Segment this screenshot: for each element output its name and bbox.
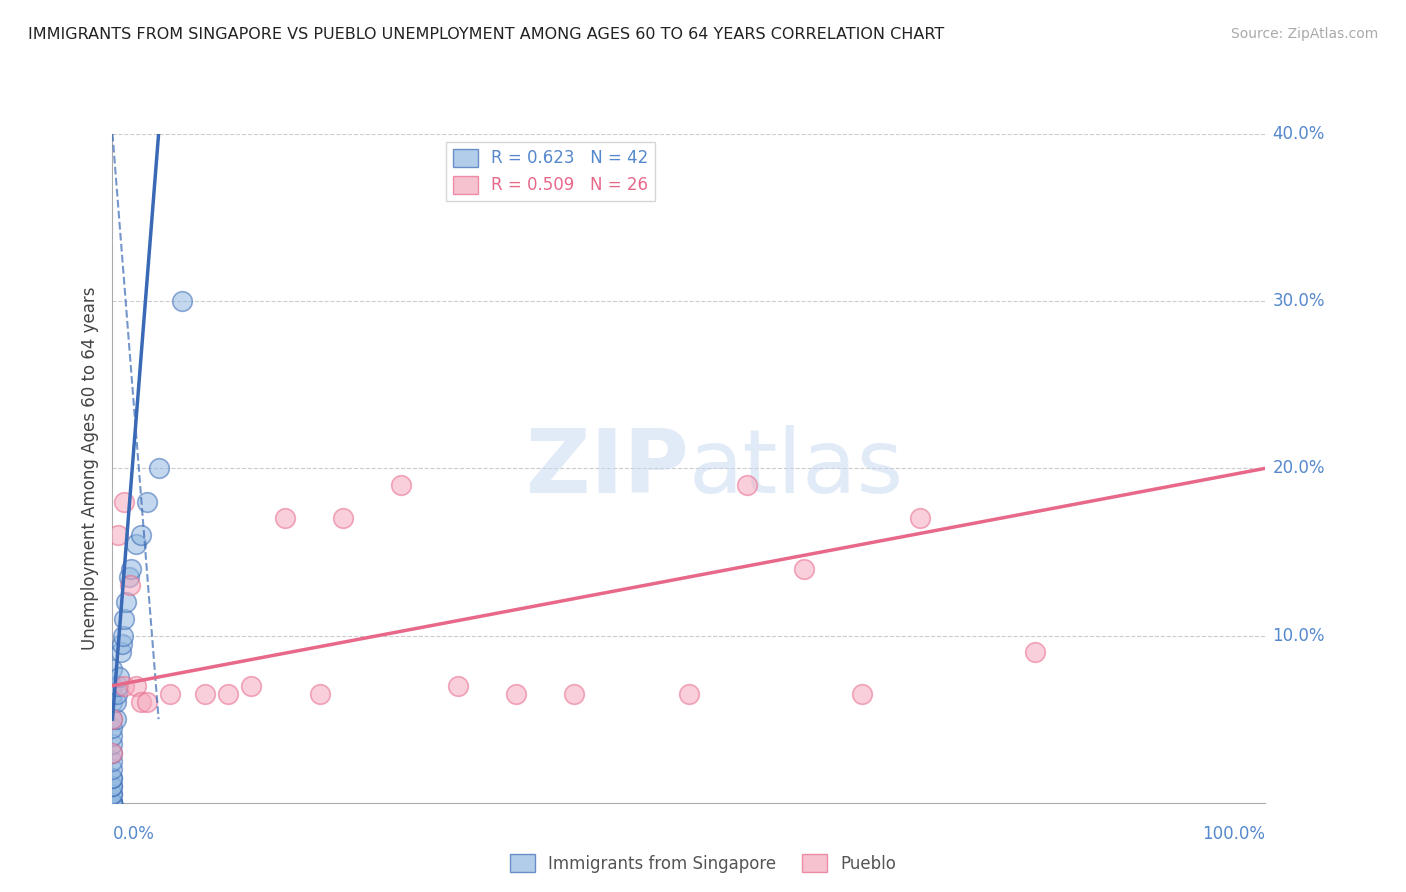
- Point: [112, 494, 135, 508]
- Point: [101, 796, 124, 810]
- Point: [505, 687, 527, 701]
- Text: 10.0%: 10.0%: [1272, 626, 1324, 645]
- Point: [108, 670, 131, 684]
- Point: [101, 746, 124, 760]
- Point: [101, 721, 124, 735]
- Point: [735, 478, 758, 492]
- Point: [148, 461, 170, 475]
- Point: [309, 687, 332, 701]
- Point: [101, 779, 124, 793]
- Point: [104, 712, 127, 726]
- Point: [101, 771, 124, 785]
- Point: [101, 729, 124, 743]
- Text: 100.0%: 100.0%: [1202, 825, 1265, 843]
- Text: IMMIGRANTS FROM SINGAPORE VS PUEBLO UNEMPLOYMENT AMONG AGES 60 TO 64 YEARS CORRE: IMMIGRANTS FROM SINGAPORE VS PUEBLO UNEM…: [28, 27, 945, 42]
- Point: [112, 612, 135, 626]
- Point: [136, 494, 159, 508]
- Point: [111, 637, 134, 651]
- Point: [101, 796, 124, 810]
- Point: [124, 536, 146, 550]
- Point: [118, 578, 141, 592]
- Point: [117, 570, 139, 584]
- Point: [101, 737, 124, 751]
- Point: [101, 712, 124, 726]
- Point: [136, 696, 159, 710]
- Point: [104, 696, 127, 710]
- Text: 0.0%: 0.0%: [112, 825, 155, 843]
- Point: [908, 511, 931, 525]
- Point: [274, 511, 297, 525]
- Text: 40.0%: 40.0%: [1272, 125, 1324, 143]
- Point: [107, 679, 129, 693]
- Point: [101, 788, 124, 802]
- Point: [101, 696, 124, 710]
- Point: [101, 762, 124, 776]
- Point: [389, 478, 412, 492]
- Point: [112, 679, 135, 693]
- Point: [129, 696, 153, 710]
- Point: [447, 679, 470, 693]
- Point: [851, 687, 873, 701]
- Y-axis label: Unemployment Among Ages 60 to 64 years: Unemployment Among Ages 60 to 64 years: [80, 286, 98, 650]
- Point: [101, 796, 124, 810]
- Point: [101, 796, 124, 810]
- Point: [101, 662, 124, 676]
- Point: [217, 687, 239, 701]
- Point: [101, 771, 124, 785]
- Text: 30.0%: 30.0%: [1272, 292, 1324, 310]
- Text: atlas: atlas: [689, 425, 904, 512]
- Point: [101, 687, 124, 701]
- Text: Source: ZipAtlas.com: Source: ZipAtlas.com: [1230, 27, 1378, 41]
- Point: [129, 528, 153, 542]
- Point: [1024, 645, 1046, 659]
- Legend: Immigrants from Singapore, Pueblo: Immigrants from Singapore, Pueblo: [503, 847, 903, 880]
- Point: [101, 754, 124, 768]
- Text: ZIP: ZIP: [526, 425, 689, 512]
- Point: [332, 511, 354, 525]
- Point: [111, 628, 134, 642]
- Point: [239, 679, 262, 693]
- Point: [101, 796, 124, 810]
- Point: [107, 528, 129, 542]
- Point: [562, 687, 585, 701]
- Point: [194, 687, 217, 701]
- Point: [101, 779, 124, 793]
- Legend: R = 0.623   N = 42, R = 0.509   N = 26: R = 0.623 N = 42, R = 0.509 N = 26: [446, 142, 655, 201]
- Point: [101, 788, 124, 802]
- Point: [124, 679, 146, 693]
- Point: [101, 712, 124, 726]
- Point: [101, 679, 124, 693]
- Point: [159, 687, 181, 701]
- Point: [101, 796, 124, 810]
- Point: [101, 796, 124, 810]
- Text: 20.0%: 20.0%: [1272, 459, 1324, 477]
- Point: [115, 595, 138, 609]
- Point: [110, 645, 132, 659]
- Point: [101, 746, 124, 760]
- Point: [105, 687, 128, 701]
- Point: [101, 796, 124, 810]
- Point: [170, 294, 193, 309]
- Point: [678, 687, 700, 701]
- Point: [120, 562, 142, 576]
- Point: [793, 562, 815, 576]
